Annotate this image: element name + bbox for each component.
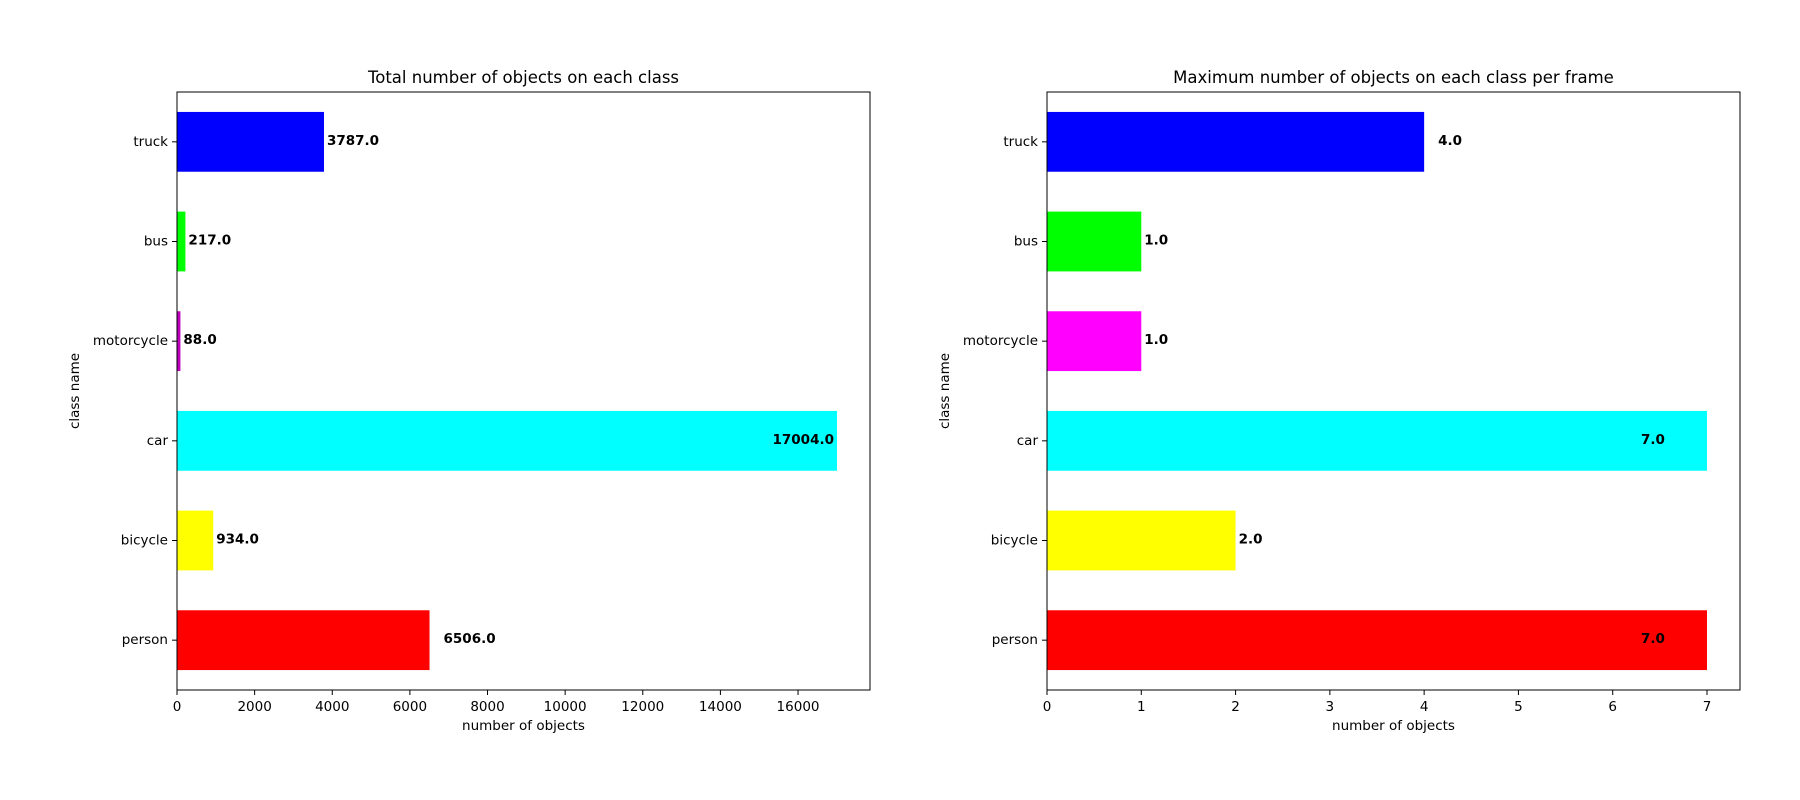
chart-2-xtick-label-4: 4 <box>1420 699 1429 715</box>
chart-1-xtick-label-2000: 2000 <box>237 699 271 715</box>
chart-2-bar-bicycle <box>1047 510 1236 571</box>
chart-1-ylabel: class name <box>67 353 83 429</box>
chart-2-bar-truck <box>1047 111 1425 172</box>
chart-1-data-label-motorcycle: 88.0 <box>183 332 216 348</box>
chart-2-data-label-bicycle: 2.0 <box>1239 532 1263 548</box>
chart-1-xtick-label-6000: 6000 <box>393 699 427 715</box>
chart-1-xtick-label-10000: 10000 <box>544 699 587 715</box>
chart-1-xtick-label-0: 0 <box>173 699 182 715</box>
chart-2-xtick-label-7: 7 <box>1703 699 1712 715</box>
chart-2-ytick-label-bus: bus <box>1014 234 1038 250</box>
chart-1-ytick-label-person: person <box>122 632 168 648</box>
chart-2-ytick-label-truck: truck <box>1003 134 1038 150</box>
chart-2-xtick-label-6: 6 <box>1608 699 1617 715</box>
chart-1-xtick-label-14000: 14000 <box>699 699 742 715</box>
chart-1-bar-bus <box>177 211 186 272</box>
chart-1-data-label-bicycle: 934.0 <box>216 532 259 548</box>
chart-2-bar-motorcycle <box>1047 311 1142 372</box>
chart-1-title: Total number of objects on each class <box>367 68 679 87</box>
chart-2-xtick-label-2: 2 <box>1231 699 1240 715</box>
chart-1-xtick-label-12000: 12000 <box>621 699 664 715</box>
chart-2-bar-person <box>1047 610 1707 671</box>
chart-1-data-label-truck: 3787.0 <box>327 133 379 149</box>
chart-1-axes-frame <box>176 91 871 691</box>
chart-1-data-label-person: 6506.0 <box>444 631 496 647</box>
chart-1-data-label-bus: 217.0 <box>188 233 231 249</box>
chart-2-xtick-label-5: 5 <box>1514 699 1523 715</box>
chart-1-bar-truck <box>177 111 324 172</box>
chart-2-xlabel: number of objects <box>1332 718 1455 734</box>
chart-1-ytick-label-truck: truck <box>133 134 168 150</box>
chart-2-xtick-label-1: 1 <box>1137 699 1146 715</box>
chart-1-bar-bicycle <box>177 510 214 571</box>
chart-1-xtick-label-4000: 4000 <box>315 699 349 715</box>
chart-1-bar-car <box>177 410 838 471</box>
chart-1-xlabel: number of objects <box>462 718 585 734</box>
chart-2-data-label-motorcycle: 1.0 <box>1144 332 1168 348</box>
chart-2-bar-bus <box>1047 211 1142 272</box>
chart-2-title: Maximum number of objects on each class … <box>1173 68 1614 87</box>
chart-1-bar-motorcycle <box>177 311 181 372</box>
chart-2-xtick-label-3: 3 <box>1326 699 1335 715</box>
chart-2-bar-car <box>1047 410 1707 471</box>
chart-2-ytick-label-person: person <box>992 632 1038 648</box>
chart-2-data-label-car: 7.0 <box>1641 432 1665 448</box>
chart-2-data-label-bus: 1.0 <box>1144 233 1168 249</box>
chart-1-ytick-label-motorcycle: motorcycle <box>93 333 168 349</box>
chart-2-ytick-label-bicycle: bicycle <box>991 533 1038 549</box>
chart-1-data-label-car: 17004.0 <box>773 432 835 448</box>
chart-1-xtick-label-16000: 16000 <box>777 699 820 715</box>
chart-2-ytick-label-motorcycle: motorcycle <box>963 333 1038 349</box>
chart-1-ytick-label-bus: bus <box>144 234 168 250</box>
chart-2-axes-frame <box>1046 91 1741 691</box>
chart-1-xtick-label-8000: 8000 <box>470 699 504 715</box>
chart-2-xtick-label-0: 0 <box>1043 699 1052 715</box>
chart-2-ylabel: class name <box>937 353 953 429</box>
chart-1-ytick-label-bicycle: bicycle <box>121 533 168 549</box>
chart-1-ytick-label-car: car <box>147 433 169 449</box>
chart-1-bar-person <box>177 610 430 671</box>
chart-2-data-label-truck: 4.0 <box>1438 133 1462 149</box>
chart-2-ytick-label-car: car <box>1017 433 1039 449</box>
chart-2-data-label-person: 7.0 <box>1641 631 1665 647</box>
